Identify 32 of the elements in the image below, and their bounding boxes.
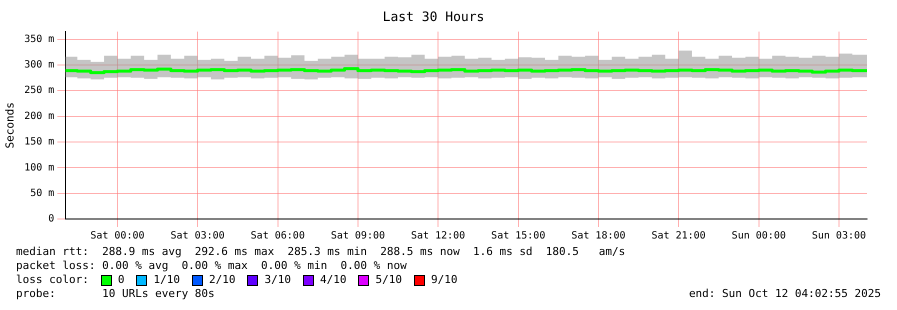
x-tick-label: Sat 12:00: [411, 230, 466, 242]
legend-label: 4/10: [320, 273, 346, 287]
x-tick-label: Sat 00:00: [90, 230, 145, 242]
x-tick-label: Sat 03:00: [170, 230, 225, 242]
text: end: Sun Oct 12 04:02:55 2025: [688, 287, 881, 301]
legend-label: 9/10: [430, 273, 458, 287]
legend-label: 2/10: [208, 273, 236, 287]
chart-title: Last 30 Hours: [382, 10, 484, 26]
y-tick-label: 350 m: [24, 34, 54, 45]
x-tick-label: Sat 15:00: [491, 230, 546, 242]
legend-label: 5/10: [375, 273, 402, 287]
y-tick-label: 50 m: [30, 188, 54, 199]
legend-label: 0: [118, 273, 124, 287]
y-tick-label: 150 m: [24, 136, 54, 148]
text: median rtt: 288.9 ms avg 292.6 ms max 285.3 ms min 288.5 ms now 1.6 ms sd 180.5 am/s: [16, 245, 626, 259]
y-axis-title: Seconds: [3, 102, 16, 148]
x-tick-label: Sun 03:00: [812, 230, 866, 242]
text: probe: 10 URLs every 80s: [16, 287, 215, 301]
x-tick-label: Sat 06:00: [250, 230, 305, 242]
y-tick-label: 300 m: [24, 60, 54, 71]
y-tick-label: 100 m: [24, 162, 54, 174]
x-tick-label: Sat 18:00: [571, 230, 626, 242]
x-tick-label: Sat 21:00: [652, 230, 706, 242]
text: packet loss: 0.00 % avg 0.00 % max 0.00 % min 0.00 % now: [16, 259, 408, 273]
y-tick-label: 200 m: [24, 110, 54, 122]
legend-title: loss color:: [16, 273, 89, 287]
y-tick-label: 250 m: [24, 85, 54, 96]
x-tick-label: Sat 09:00: [330, 230, 386, 242]
y-tick-label: 0: [48, 214, 54, 225]
x-tick-label: Sun 00:00: [732, 230, 786, 242]
legend-label: 1/10: [153, 273, 180, 287]
legend-label: 3/10: [264, 273, 291, 287]
